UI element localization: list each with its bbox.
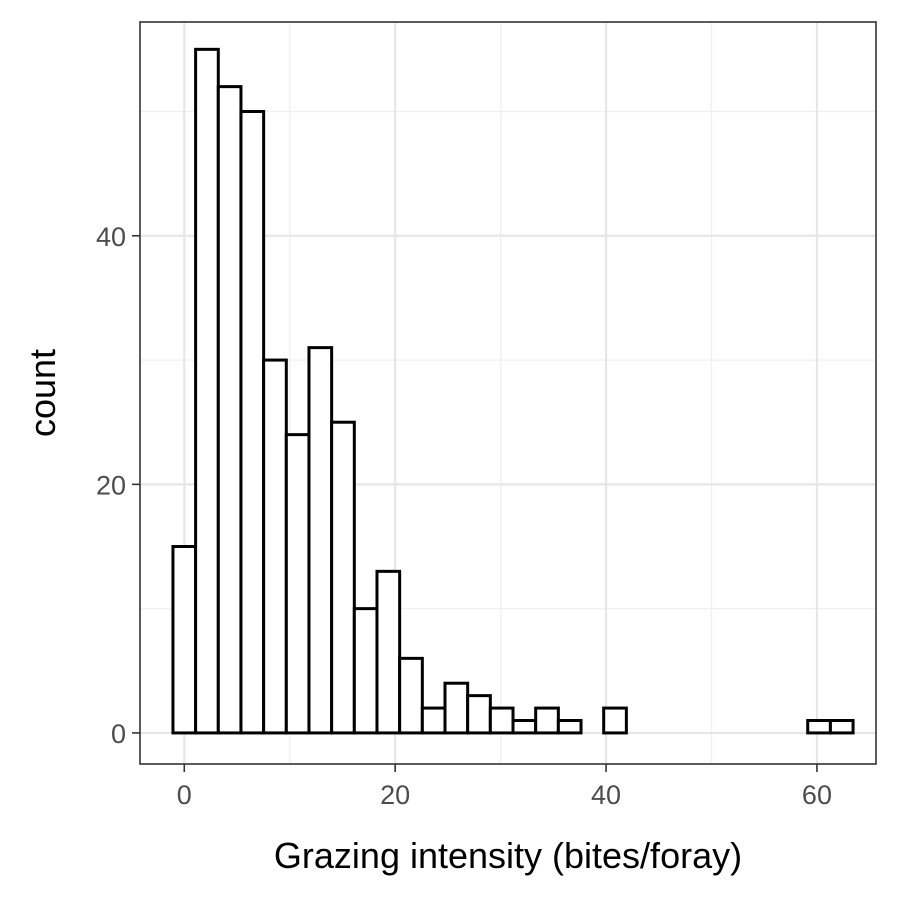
histogram-bar: [216, 85, 243, 735]
histogram-bar: [194, 47, 220, 735]
histogram-bar: [828, 718, 855, 735]
histogram-bar: [330, 420, 356, 735]
histogram-bar: [284, 433, 311, 735]
x-axis-title: Grazing intensity (bites/foray): [274, 835, 742, 876]
y-axis-title: count: [22, 349, 63, 437]
histogram-bar: [307, 346, 334, 735]
histogram-bar: [352, 607, 379, 735]
y-tick-label: 40: [96, 222, 126, 252]
y-tick-label: 20: [96, 470, 126, 500]
histogram-bar: [534, 706, 560, 735]
histogram-bar: [602, 706, 628, 735]
histogram-bar: [806, 718, 832, 735]
histogram-bar: [466, 694, 492, 735]
histogram-bar: [488, 706, 515, 735]
histogram-bar: [443, 681, 470, 735]
histogram-bars: [171, 47, 855, 735]
histogram-bar: [398, 656, 424, 735]
plot-frame: [139, 21, 877, 765]
histogram-bar: [171, 544, 198, 735]
histogram-bar: [556, 718, 583, 735]
histogram-bar: [262, 358, 288, 735]
x-tick-label: 20: [380, 780, 410, 810]
axis-ticks: 0 20 40 60 0 20 40: [96, 222, 832, 810]
x-tick-label: 40: [591, 780, 621, 810]
x-tick-label: 0: [177, 780, 192, 810]
x-tick-label: 60: [802, 780, 832, 810]
histogram-bar: [239, 109, 266, 735]
histogram-bar: [511, 718, 538, 735]
histogram-bar: [375, 569, 402, 735]
histogram-bar: [420, 706, 447, 735]
y-tick-label: 0: [111, 719, 126, 749]
